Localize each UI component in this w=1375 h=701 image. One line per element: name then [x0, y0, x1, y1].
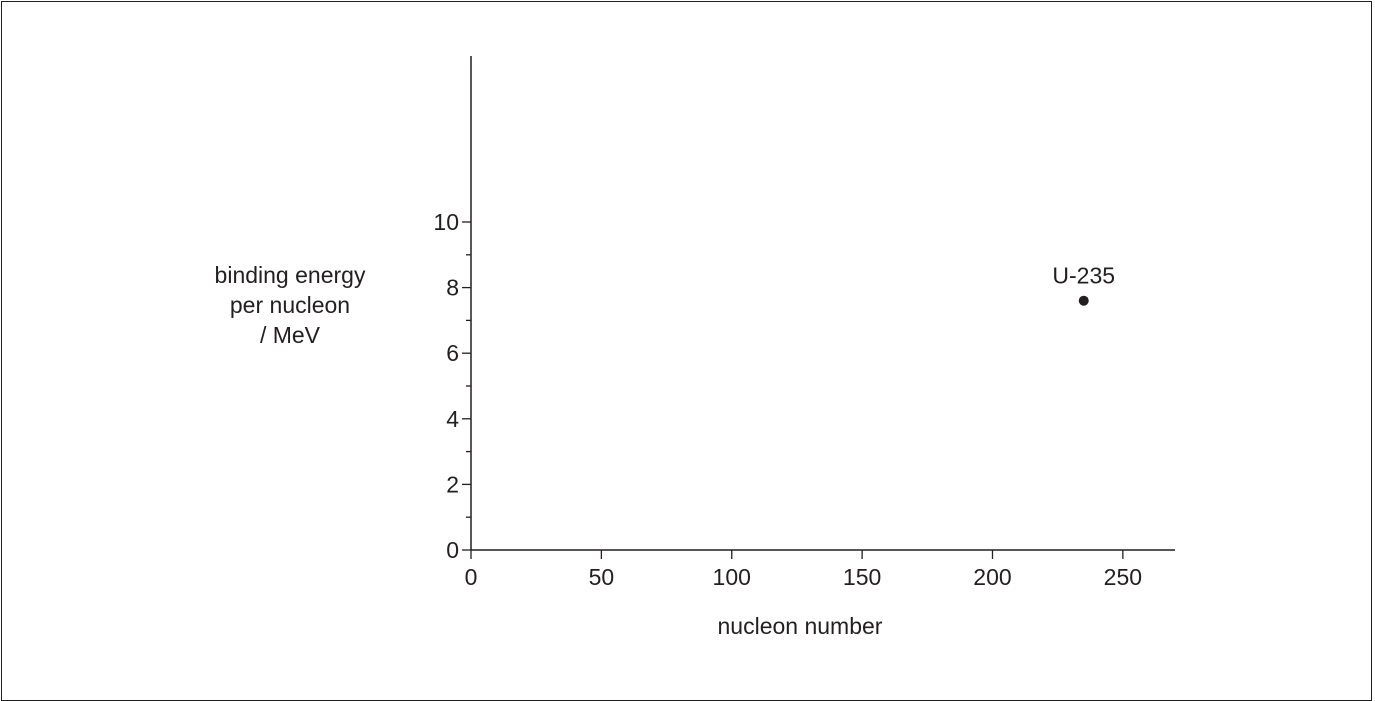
y-axis-label-line-1: binding energy	[214, 262, 366, 288]
axes	[470, 56, 1175, 551]
y-tick-label: 2	[446, 471, 459, 497]
x-tick-label: 100	[713, 564, 751, 590]
data-point	[1078, 295, 1089, 306]
y-tick-label: 6	[446, 340, 459, 366]
y-tick-label: 4	[446, 406, 459, 432]
y-tick-label: 10	[433, 209, 459, 235]
y-axis-label: binding energy per nucleon / MeV	[170, 260, 410, 350]
x-axis-label: nucleon number	[718, 613, 883, 639]
x-tick-label: 150	[843, 564, 881, 590]
data-point-label: U-235	[1052, 263, 1115, 289]
y-tick-label: 8	[446, 275, 459, 301]
x-tick-label: 50	[589, 564, 615, 590]
x-tick-label: 200	[973, 564, 1011, 590]
x-tick-label: 0	[465, 564, 478, 590]
y-axis-label-line-3: / MeV	[259, 322, 321, 348]
y-axis-label-line-2: per nucleon	[229, 292, 351, 318]
y-tick-label: 0	[446, 537, 459, 563]
data-points: U-235	[1052, 263, 1115, 306]
x-tick-label: 250	[1104, 564, 1142, 590]
